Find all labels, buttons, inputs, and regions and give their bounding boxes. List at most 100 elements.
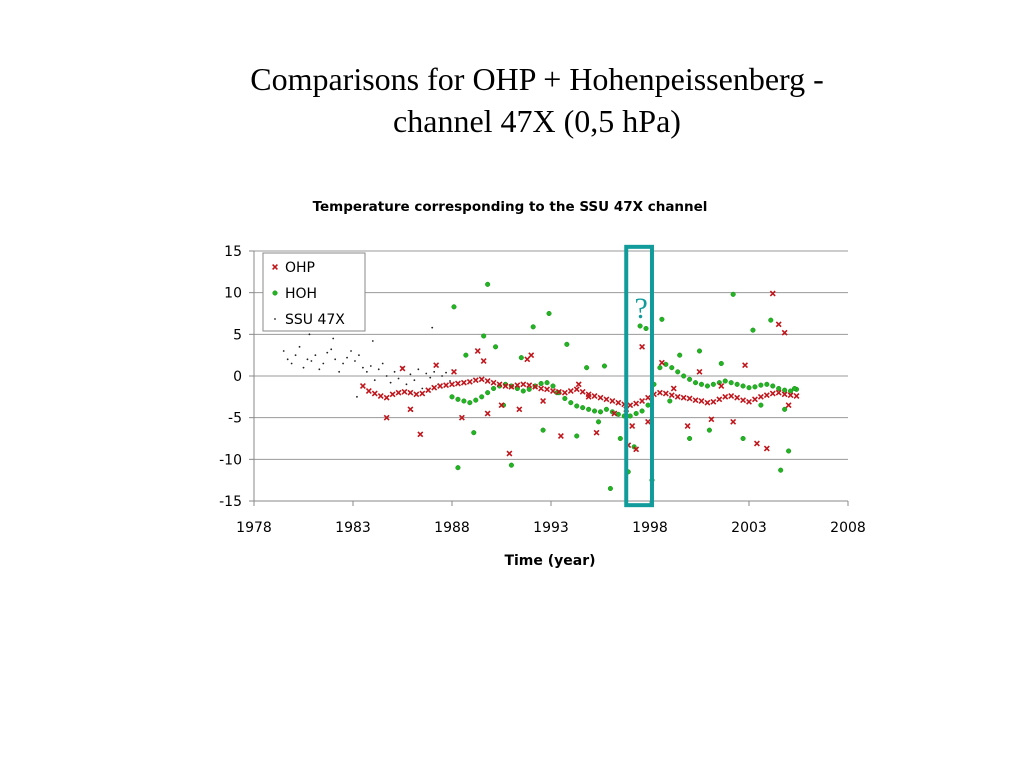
point-x-marker bbox=[627, 402, 634, 409]
hoh-point bbox=[706, 427, 712, 433]
ssu-47x-point bbox=[358, 354, 360, 357]
ohp-point bbox=[524, 356, 531, 363]
ohp-point bbox=[740, 397, 747, 404]
hoh-point bbox=[758, 382, 764, 388]
ohp-point bbox=[757, 393, 764, 400]
hoh-point bbox=[657, 365, 663, 371]
point-x-marker bbox=[540, 398, 547, 404]
hoh-point bbox=[667, 398, 673, 404]
ssu-47x-point bbox=[389, 381, 392, 384]
ssu-47x-point bbox=[413, 379, 416, 382]
hoh-point bbox=[692, 380, 699, 386]
hoh-point bbox=[677, 352, 683, 358]
hoh-point bbox=[770, 383, 776, 389]
ohp-point bbox=[526, 382, 533, 389]
plot-series bbox=[282, 281, 800, 492]
ssu-47x-point bbox=[373, 379, 376, 382]
ohp-point bbox=[407, 389, 414, 396]
hoh-point bbox=[451, 304, 457, 310]
ohp-point bbox=[528, 352, 535, 359]
point-x-marker bbox=[490, 379, 497, 386]
ssu-47x-point bbox=[282, 350, 285, 352]
hoh-point bbox=[722, 378, 728, 384]
hoh-point bbox=[538, 380, 544, 387]
ohp-point bbox=[395, 389, 402, 396]
ohp-point bbox=[656, 389, 663, 396]
hoh-point bbox=[564, 341, 570, 347]
ssu-47x-point bbox=[302, 366, 305, 369]
hoh-point bbox=[782, 387, 788, 393]
ohp-point bbox=[753, 440, 760, 447]
point-x-marker bbox=[524, 356, 531, 363]
annotation-label: ? bbox=[634, 292, 647, 325]
ohp-point bbox=[561, 389, 568, 396]
point-x-marker bbox=[730, 418, 737, 425]
point-x-marker bbox=[496, 381, 503, 388]
point-x-marker bbox=[591, 393, 598, 399]
point-x-marker bbox=[716, 396, 723, 403]
hoh-point bbox=[778, 467, 784, 473]
ssu-47x-point bbox=[322, 362, 325, 365]
hoh-point bbox=[485, 281, 491, 287]
y-tick-labels: 15 10 5 0 -5 -10 -15 bbox=[219, 244, 254, 510]
hoh-point bbox=[601, 363, 608, 369]
point-x-marker bbox=[506, 450, 513, 457]
ssu-47x-point bbox=[314, 354, 317, 357]
ohp-point bbox=[425, 387, 432, 394]
ohp-point bbox=[443, 382, 450, 389]
hoh-point bbox=[782, 406, 788, 412]
point-x-marker bbox=[775, 389, 782, 396]
point-x-marker bbox=[474, 348, 481, 354]
point-x-marker bbox=[692, 397, 699, 404]
point-x-marker bbox=[550, 388, 556, 394]
hoh-point bbox=[595, 419, 602, 425]
ohp-point bbox=[597, 394, 604, 401]
hoh-point bbox=[681, 373, 687, 379]
ohp-point bbox=[417, 431, 424, 438]
point-x-marker bbox=[383, 394, 390, 401]
point-x-marker bbox=[425, 387, 432, 394]
point-x-marker bbox=[710, 398, 717, 405]
hoh-point bbox=[746, 385, 752, 391]
hoh-point bbox=[463, 352, 469, 358]
point-x-marker bbox=[728, 393, 735, 399]
point-x-marker bbox=[484, 378, 491, 384]
legend-marker-ohp bbox=[272, 264, 278, 270]
ohp-point bbox=[474, 348, 481, 354]
point-x-marker bbox=[407, 406, 414, 413]
ohp-point bbox=[742, 362, 749, 369]
ssu-47x-point bbox=[429, 376, 432, 379]
ssu-47x-point bbox=[371, 340, 374, 342]
slide-title-line-2: channel 47X (0,5 hPa) bbox=[393, 103, 681, 139]
ohp-point bbox=[763, 392, 770, 399]
point-x-marker bbox=[395, 389, 402, 396]
hoh-point bbox=[520, 388, 526, 394]
point-x-marker bbox=[698, 398, 705, 404]
ssu-47x-point bbox=[290, 362, 293, 365]
hoh-point bbox=[734, 381, 740, 387]
ohp-point bbox=[645, 394, 651, 401]
point-x-marker bbox=[498, 402, 505, 409]
annotation-box bbox=[624, 244, 654, 508]
point-x-marker bbox=[399, 365, 406, 372]
ohp-point bbox=[550, 388, 556, 394]
point-x-marker bbox=[597, 394, 604, 401]
point-x-marker bbox=[775, 321, 782, 328]
hoh-point bbox=[788, 388, 794, 394]
y-tick-label: 10 bbox=[224, 286, 242, 302]
ssu-47x-point bbox=[326, 351, 329, 354]
point-x-marker bbox=[437, 383, 444, 389]
point-x-marker bbox=[407, 389, 414, 396]
point-x-marker bbox=[742, 362, 749, 369]
point-x-marker bbox=[520, 381, 527, 388]
ohp-point bbox=[668, 392, 675, 399]
point-x-marker bbox=[751, 396, 758, 403]
hoh-point bbox=[518, 355, 524, 361]
ssu-47x-point bbox=[350, 350, 352, 352]
hoh-point bbox=[740, 435, 746, 442]
point-x-marker bbox=[686, 395, 693, 402]
x-tick-label: 1993 bbox=[533, 520, 569, 536]
ohp-point bbox=[502, 383, 509, 389]
point-x-marker bbox=[555, 388, 562, 395]
ohp-point bbox=[383, 414, 390, 421]
